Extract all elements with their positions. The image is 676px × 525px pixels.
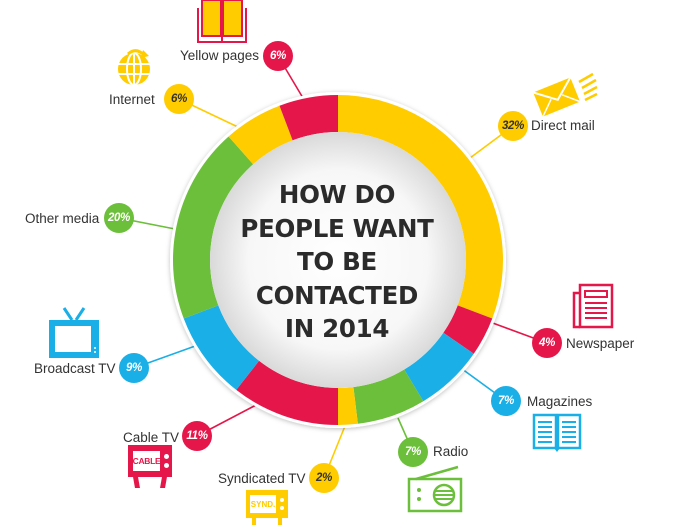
value-badge: 9% <box>119 353 149 383</box>
radio-icon <box>407 465 463 513</box>
value-badge: 32% <box>498 111 528 141</box>
donut-segment-direct-mail <box>338 95 503 319</box>
tv-icon <box>49 307 99 358</box>
callout-label: Yellow pages <box>180 48 260 63</box>
callout-label: Other media <box>25 211 100 226</box>
donut-segment-syndicated-tv <box>338 387 358 426</box>
callout-label: Radio <box>433 444 469 459</box>
cable-tv-icon: CABLE <box>128 445 172 489</box>
donut-segment-broadcast-tv <box>183 305 260 390</box>
callout-label: Cable TV <box>123 430 180 445</box>
value-badge: 7% <box>398 437 428 467</box>
donut-segment-other-media <box>173 136 254 319</box>
value-badge: 11% <box>182 421 212 451</box>
value-badge: 2% <box>309 463 339 493</box>
donut-segment-newspaper <box>443 305 493 354</box>
cable-screen-text: CABLE <box>133 451 161 471</box>
donut-segment-radio <box>353 369 424 424</box>
callout-label: Syndicated TV <box>218 471 306 486</box>
book-icon <box>197 0 247 43</box>
title-line: TO BE <box>297 247 377 276</box>
callout-label: Internet <box>109 92 155 107</box>
callout-label: Newspaper <box>566 336 635 351</box>
donut-segments <box>173 95 503 426</box>
donut-center <box>210 132 466 388</box>
callout-label: Direct mail <box>531 118 595 133</box>
synd-tv-icon: SYND. <box>246 490 288 525</box>
value-badge: 20% <box>104 203 134 233</box>
value-badge: 6% <box>164 84 194 114</box>
title-line: HOW DO <box>278 180 396 209</box>
newspaper-icon <box>572 283 614 329</box>
value-badge: 6% <box>263 41 293 71</box>
value-badge: 7% <box>491 386 521 416</box>
globe-icon <box>118 49 150 86</box>
envelope-icon <box>533 72 598 117</box>
title-line: IN 2014 <box>284 314 390 343</box>
title-line: PEOPLE WANT <box>240 213 434 243</box>
donut-segment-cable-tv <box>236 360 338 426</box>
value-badge: 4% <box>532 328 562 358</box>
callout-label: Broadcast TV <box>34 361 116 376</box>
title-line: CONTACTED <box>255 280 419 310</box>
donut-segment-internet <box>228 105 293 165</box>
callout-label: Magazines <box>527 394 593 409</box>
synd-screen-text: SYND. <box>250 495 276 513</box>
donut-segment-yellow-pages <box>279 95 338 141</box>
chart-title: HOW DO PEOPLE WANT TO BE CONTACTED IN 20… <box>217 178 457 346</box>
donut-segment-magazines <box>404 332 474 402</box>
open-magazine-icon <box>532 413 582 452</box>
